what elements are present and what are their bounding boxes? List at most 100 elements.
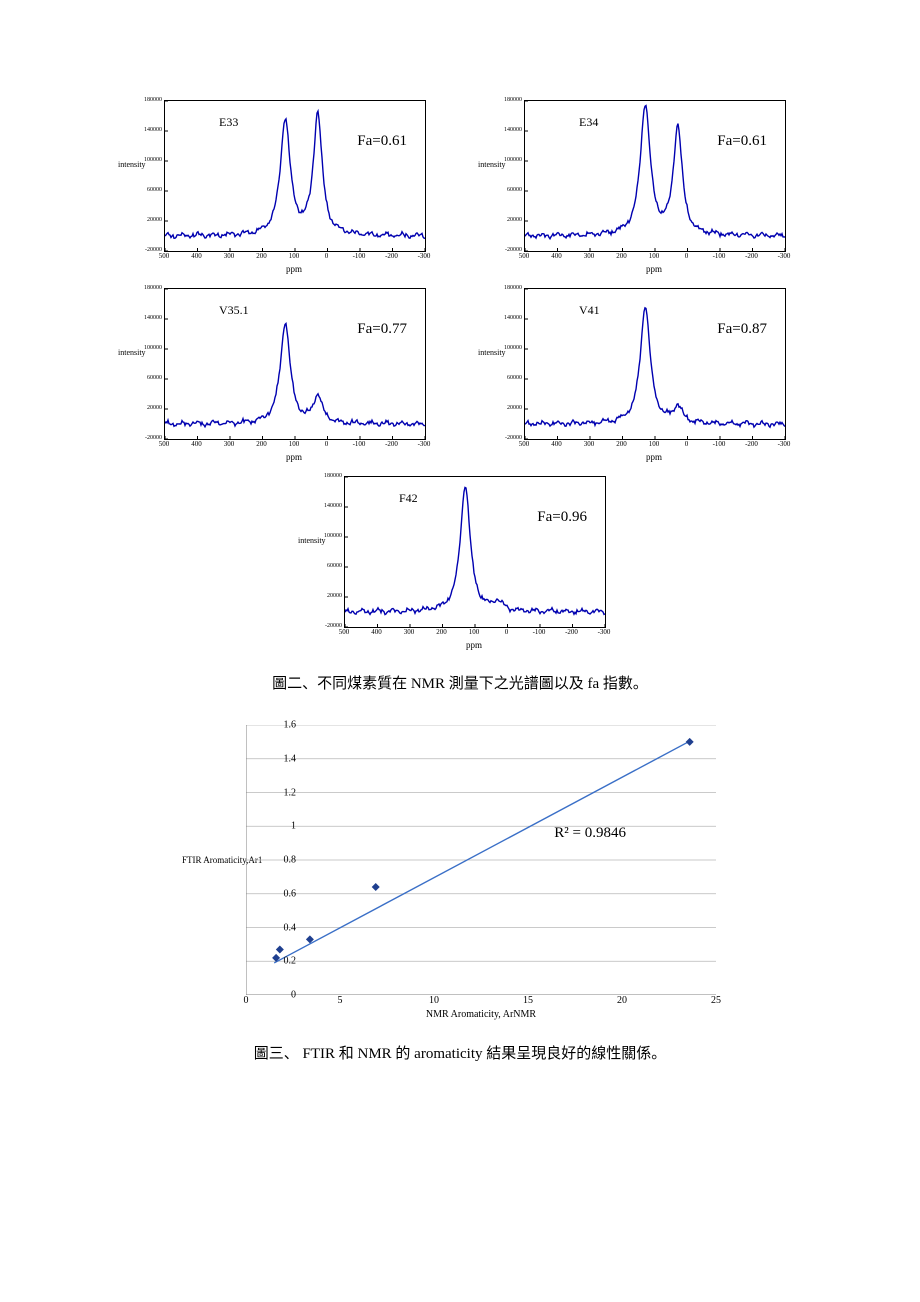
axis-tick: -300 xyxy=(418,252,431,260)
axis-tick: 500 xyxy=(159,252,170,260)
axis-tick: 140000 xyxy=(504,127,522,133)
axis-tick: 60000 xyxy=(327,563,342,569)
axis-tick: -300 xyxy=(418,440,431,448)
axis-tick: 1.2 xyxy=(284,787,297,798)
axis-tick: 180000 xyxy=(324,473,342,479)
axis-tick: 300 xyxy=(224,440,235,448)
axis-tick: 100 xyxy=(469,628,480,636)
nmr-plot: V35.1Fa=0.77 xyxy=(164,288,426,440)
axis-tick: 200 xyxy=(256,252,267,260)
nmr-yticks: -200002000060000100000140000180000 xyxy=(300,476,344,626)
page: intensityE33Fa=0.61-20000200006000010000… xyxy=(0,0,920,1155)
axis-tick: -300 xyxy=(598,628,611,636)
axis-tick: -300 xyxy=(778,440,791,448)
axis-tick: 0.4 xyxy=(284,922,297,933)
figure3-caption: 圖三、 FTIR 和 NMR 的 aromaticity 結果呈現良好的線性關係… xyxy=(60,1042,860,1063)
nmr-sample-label: E33 xyxy=(219,115,238,130)
axis-tick: 100000 xyxy=(144,157,162,163)
nmr-fa-label: Fa=0.61 xyxy=(357,133,407,150)
axis-tick: 100000 xyxy=(504,157,522,163)
nmr-sample-label: V35.1 xyxy=(219,303,249,318)
nmr-row: intensityE33Fa=0.61-20000200006000010000… xyxy=(120,100,800,274)
axis-tick: 0 xyxy=(505,628,509,636)
axis-tick: 1.6 xyxy=(284,720,297,731)
axis-tick: 140000 xyxy=(144,315,162,321)
axis-tick: 200 xyxy=(616,252,627,260)
nmr-panel: intensityV41Fa=0.87-20000200006000010000… xyxy=(480,288,800,462)
axis-tick: -200 xyxy=(385,440,398,448)
axis-tick: 400 xyxy=(191,252,202,260)
axis-tick: -100 xyxy=(713,440,726,448)
scatter-r2: R² = 0.9846 xyxy=(554,825,626,842)
nmr-xticks: 5004003002001000-100-200-300 xyxy=(164,252,424,264)
axis-tick: 0.2 xyxy=(284,956,297,967)
axis-tick: 200 xyxy=(616,440,627,448)
nmr-figure-grid: intensityE33Fa=0.61-20000200006000010000… xyxy=(60,100,860,650)
axis-tick: 25 xyxy=(711,995,721,1006)
nmr-sample-label: E34 xyxy=(579,115,598,130)
axis-tick: -200 xyxy=(565,628,578,636)
nmr-plot: E34 Fa=0.61 xyxy=(524,100,786,252)
axis-tick: 100 xyxy=(289,440,300,448)
nmr-yticks: -200002000060000100000140000180000 xyxy=(480,288,524,438)
axis-tick: 20000 xyxy=(507,217,522,223)
axis-tick: 200 xyxy=(256,440,267,448)
nmr-panel: intensityE34Fa=0.61-20000200006000010000… xyxy=(480,100,800,274)
axis-tick: -200 xyxy=(745,252,758,260)
axis-tick: 60000 xyxy=(147,375,162,381)
nmr-fa-label: Fa=0.61 xyxy=(717,133,767,150)
axis-tick: 500 xyxy=(519,252,530,260)
scatter-plot: FTIR Aromaticity,Ar1 R² = 0.9846 00.20.4… xyxy=(246,725,716,995)
axis-tick: 100000 xyxy=(504,345,522,351)
axis-tick: 60000 xyxy=(507,187,522,193)
nmr-row: intensityF42Fa=0.96-20000200006000010000… xyxy=(300,476,620,650)
axis-tick: 100000 xyxy=(324,533,342,539)
axis-tick: 1 xyxy=(291,821,296,832)
axis-tick: 400 xyxy=(551,252,562,260)
axis-tick: -100 xyxy=(353,440,366,448)
nmr-sample-label: V41 xyxy=(579,303,600,318)
axis-tick: -200 xyxy=(385,252,398,260)
nmr-yticks: -200002000060000100000140000180000 xyxy=(480,100,524,250)
axis-tick: 400 xyxy=(371,628,382,636)
scatter-xticks: 0510152025 xyxy=(246,995,716,1009)
nmr-fa-label: Fa=0.87 xyxy=(717,321,767,338)
nmr-plot: F42 Fa=0.96 xyxy=(344,476,606,628)
nmr-xticks: 5004003002001000-100-200-300 xyxy=(524,252,784,264)
axis-tick: 100 xyxy=(649,252,660,260)
nmr-panel: intensityE33Fa=0.61-20000200006000010000… xyxy=(120,100,440,274)
nmr-plot: V41 Fa=0.87 xyxy=(524,288,786,440)
nmr-plot: E33 Fa=0.61 xyxy=(164,100,426,252)
axis-tick: 0 xyxy=(685,440,689,448)
nmr-xticks: 5004003002001000-100-200-300 xyxy=(164,440,424,452)
axis-tick: 180000 xyxy=(144,285,162,291)
nmr-panel: intensityV35.1Fa=0.77-200002000060000100… xyxy=(120,288,440,462)
axis-tick: -100 xyxy=(533,628,546,636)
axis-tick: 20000 xyxy=(147,217,162,223)
axis-tick: 140000 xyxy=(324,503,342,509)
axis-tick: 100 xyxy=(289,252,300,260)
scatter-xlabel: NMR Aromaticity, ArNMR xyxy=(246,1009,716,1020)
axis-tick: 20000 xyxy=(327,593,342,599)
axis-tick: 500 xyxy=(339,628,350,636)
axis-tick: 400 xyxy=(551,440,562,448)
nmr-fa-label: Fa=0.96 xyxy=(537,509,587,526)
axis-tick: 400 xyxy=(191,440,202,448)
nmr-xlabel: ppm xyxy=(164,264,424,274)
nmr-sample-label: F42 xyxy=(399,491,418,506)
nmr-yticks: -200002000060000100000140000180000 xyxy=(120,100,164,250)
axis-tick: 100000 xyxy=(144,345,162,351)
axis-tick: -100 xyxy=(353,252,366,260)
nmr-xlabel: ppm xyxy=(344,640,604,650)
axis-tick: 0 xyxy=(325,440,329,448)
axis-tick: 10 xyxy=(429,995,439,1006)
axis-tick: 300 xyxy=(404,628,415,636)
axis-tick: 20 xyxy=(617,995,627,1006)
axis-tick: 0.6 xyxy=(284,888,297,899)
axis-tick: 500 xyxy=(159,440,170,448)
axis-tick: 60000 xyxy=(507,375,522,381)
axis-tick: 0 xyxy=(685,252,689,260)
axis-tick: 0 xyxy=(325,252,329,260)
nmr-xlabel: ppm xyxy=(164,452,424,462)
axis-tick: 20000 xyxy=(147,405,162,411)
